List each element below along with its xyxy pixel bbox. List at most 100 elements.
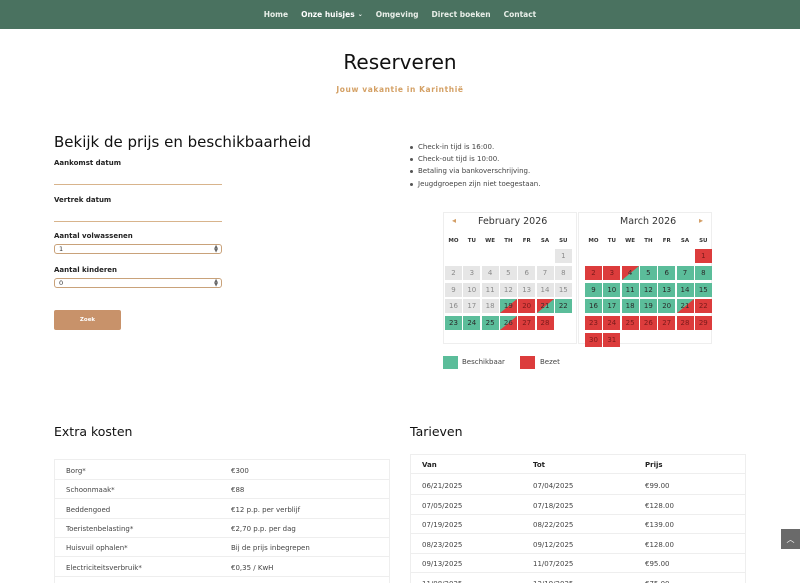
nav-home[interactable]: Home bbox=[263, 10, 289, 19]
prev-month-icon[interactable]: ◂ bbox=[452, 216, 457, 225]
scroll-to-top-button[interactable]: ︿ bbox=[781, 529, 800, 549]
departure-date-input[interactable] bbox=[54, 221, 222, 222]
calendar-day[interactable]: 15 bbox=[694, 282, 712, 297]
calendar-day: 13 bbox=[518, 282, 536, 297]
calendar-day[interactable]: 18 bbox=[621, 299, 639, 314]
calendar-day[interactable]: 8 bbox=[694, 265, 712, 280]
children-value: 0 bbox=[59, 279, 64, 287]
rate-price: €128.00 bbox=[645, 501, 674, 510]
calendar-day[interactable]: 21 bbox=[676, 299, 694, 314]
page-subtitle: Jouw vakantie in Karinthië bbox=[336, 85, 464, 94]
rates-table bbox=[410, 454, 746, 583]
calendar-day[interactable]: 5 bbox=[639, 265, 657, 280]
calendar-day[interactable]: 27 bbox=[518, 316, 536, 331]
calendar-day[interactable]: 21 bbox=[536, 299, 554, 314]
cost-row: Beddengoed €12 p.p. per verblijf bbox=[54, 500, 390, 519]
calendar-day[interactable]: 27 bbox=[658, 316, 676, 331]
search-button[interactable]: Zoek bbox=[54, 310, 121, 330]
adults-select[interactable]: 1 ▲ ▼ bbox=[54, 244, 222, 254]
next-month-icon[interactable]: ▸ bbox=[699, 216, 704, 225]
legend-free-swatch bbox=[443, 356, 458, 369]
calendar-day[interactable]: 30 bbox=[585, 333, 602, 347]
weekday-label: SA bbox=[540, 238, 550, 244]
children-label: Aantal kinderen bbox=[54, 266, 118, 274]
calendar-day: 12 bbox=[499, 282, 517, 297]
rate-to: 09/12/2025 bbox=[533, 540, 574, 549]
arrival-date-input[interactable] bbox=[54, 184, 222, 185]
cost-label: Electriciteitsverbruik* bbox=[66, 563, 142, 572]
info-item: Jeugdgroepen zijn niet toegestaan. bbox=[410, 180, 540, 188]
calendar-day: 14 bbox=[536, 282, 554, 297]
weekday-label: TU bbox=[607, 238, 616, 244]
calendar-day[interactable]: 28 bbox=[536, 316, 554, 331]
calendar-day[interactable]: 26 bbox=[499, 316, 517, 331]
rate-from: 07/19/2025 bbox=[422, 521, 463, 529]
cost-label: Schoonmaak* bbox=[66, 486, 115, 495]
calendar-day[interactable]: 19 bbox=[499, 299, 517, 314]
calendar-day: 17 bbox=[463, 299, 481, 314]
calendar-day[interactable]: 26 bbox=[639, 316, 657, 331]
calendar-day[interactable]: 16 bbox=[585, 299, 602, 314]
legend-free-label: Beschikbaar bbox=[462, 358, 505, 366]
calendar-day[interactable]: 23 bbox=[585, 316, 602, 331]
nav-direct-boeken[interactable]: Direct boeken bbox=[431, 10, 491, 19]
calendar-day[interactable]: 13 bbox=[658, 282, 676, 297]
departure-label: Vertrek datum bbox=[54, 196, 112, 204]
calendar-day[interactable]: 20 bbox=[518, 299, 536, 314]
nav-contact[interactable]: Contact bbox=[503, 10, 537, 19]
rate-to: 08/22/2025 bbox=[533, 521, 574, 529]
cost-label: Borg* bbox=[66, 467, 86, 475]
calendar-day[interactable]: 31 bbox=[603, 333, 621, 347]
calendar-day[interactable]: 28 bbox=[676, 316, 694, 331]
rate-to: 11/07/2025 bbox=[533, 560, 574, 568]
calendar-day[interactable]: 22 bbox=[554, 299, 572, 314]
rate-row: 09/13/2025 11/07/2025 €95.00 bbox=[410, 554, 746, 573]
calendar-day[interactable]: 10 bbox=[603, 282, 621, 297]
calendar-day[interactable]: 17 bbox=[603, 299, 621, 314]
calendar-day[interactable]: 6 bbox=[658, 265, 676, 280]
calendar-day[interactable]: 9 bbox=[585, 282, 602, 297]
calendar-day[interactable]: 1 bbox=[694, 249, 712, 263]
rate-price: €99.00 bbox=[645, 482, 670, 490]
top-navigation: Home Onze huisjes ⌄ Omgeving Direct boeke… bbox=[0, 0, 800, 29]
calendar-day[interactable]: 14 bbox=[676, 282, 694, 297]
calendar-day[interactable]: 4 bbox=[621, 265, 639, 280]
weekday-label: WE bbox=[625, 238, 635, 244]
weekday-label: WE bbox=[485, 238, 495, 244]
calendar-day[interactable]: 7 bbox=[676, 265, 694, 280]
rate-row: 08/23/2025 09/12/2025 €128.00 bbox=[410, 535, 746, 554]
info-item: Check-out tijd is 10:00. bbox=[410, 155, 540, 163]
calendar-day: 18 bbox=[481, 299, 499, 314]
calendar-day[interactable]: 25 bbox=[481, 316, 499, 331]
weekday-label: TH bbox=[644, 238, 653, 244]
rate-row: 07/19/2025 08/22/2025 €139.00 bbox=[410, 515, 746, 534]
children-select[interactable]: 0 ▲ ▼ bbox=[54, 278, 222, 288]
calendar-day[interactable]: 24 bbox=[603, 316, 621, 331]
nav-omgeving[interactable]: Omgeving bbox=[375, 10, 419, 19]
weekday-label: MO bbox=[448, 238, 459, 244]
cost-label: Toeristenbelasting* bbox=[66, 524, 134, 533]
calendar-day: 2 bbox=[445, 265, 462, 280]
rate-from: 08/23/2025 bbox=[422, 540, 463, 549]
calendar-day[interactable]: 29 bbox=[694, 316, 712, 331]
nav-onze-huisjes[interactable]: Onze huisjes ⌄ bbox=[301, 10, 363, 19]
calendar-day[interactable]: 2 bbox=[585, 265, 602, 280]
calendar-day[interactable]: 12 bbox=[639, 282, 657, 297]
calendar-day: 8 bbox=[554, 265, 572, 280]
extra-costs-title: Extra kosten bbox=[54, 424, 133, 439]
calendar-day[interactable]: 22 bbox=[694, 299, 712, 314]
calendar-day[interactable]: 20 bbox=[658, 299, 676, 314]
weekday-label: FR bbox=[662, 238, 671, 244]
weekday-label: SA bbox=[680, 238, 690, 244]
cost-label: Huisvuil ophalen* bbox=[66, 544, 128, 553]
calendar-day[interactable]: 11 bbox=[621, 282, 639, 297]
rate-from: 11/08/2025 bbox=[422, 580, 462, 583]
calendar-day[interactable]: 19 bbox=[639, 299, 657, 314]
calendar-day[interactable]: 23 bbox=[445, 316, 462, 331]
calendar-day[interactable]: 3 bbox=[603, 265, 621, 280]
cost-value: €88 bbox=[231, 486, 245, 495]
calendar-day[interactable]: 24 bbox=[463, 316, 481, 331]
calendar-day: 5 bbox=[499, 265, 517, 280]
weekday-label: SU bbox=[559, 238, 568, 244]
calendar-day[interactable]: 25 bbox=[621, 316, 639, 331]
